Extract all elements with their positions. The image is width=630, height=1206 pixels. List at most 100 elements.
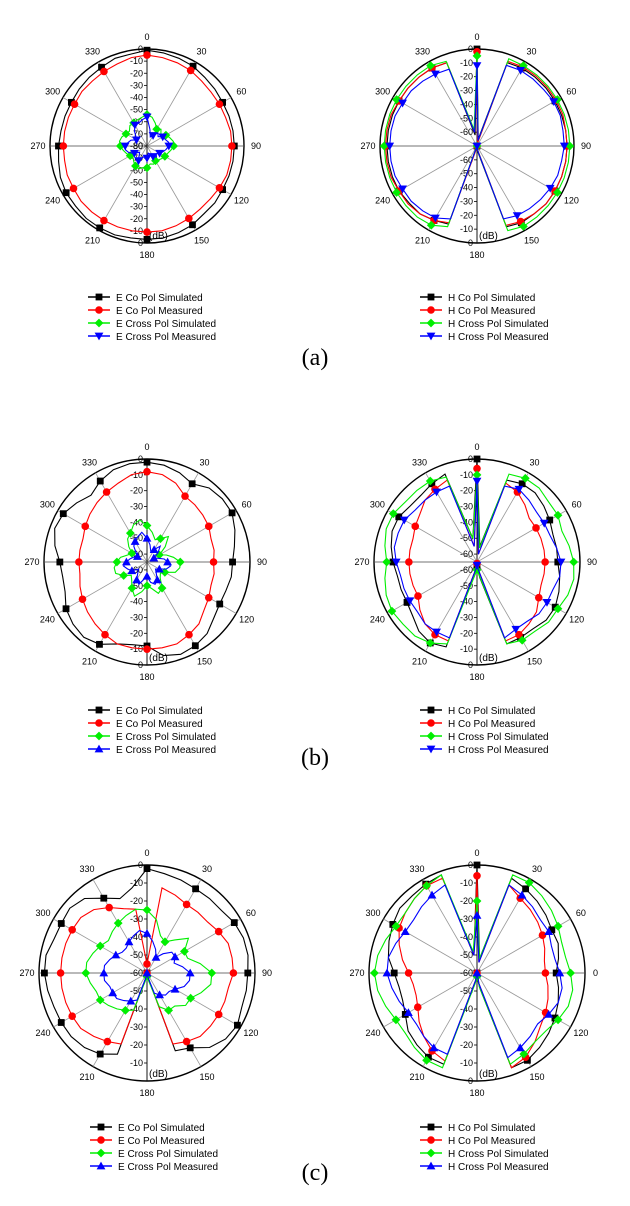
legend-swatch-marker	[426, 332, 436, 341]
angle-label: 210	[82, 657, 97, 667]
series-e-cross-pol-measured	[122, 531, 172, 586]
data-point	[115, 141, 125, 151]
data-point	[214, 1010, 223, 1019]
spoke-line	[392, 145, 478, 195]
legend-entry: H Cross Pol Measured	[448, 745, 549, 756]
data-point	[124, 937, 134, 946]
data-point	[69, 184, 78, 193]
data-point	[68, 926, 76, 934]
legend-swatch-marker	[426, 318, 436, 328]
data-point	[534, 593, 543, 602]
data-point	[57, 920, 65, 927]
angle-label: 270	[19, 968, 34, 978]
data-point	[472, 142, 482, 151]
radial-tick-label: -30	[130, 502, 143, 512]
data-point	[55, 142, 62, 150]
radial-tick-label: -60	[460, 127, 473, 137]
data-point	[191, 642, 199, 650]
data-point	[519, 222, 528, 231]
legend: E Co Pol Simulated E Co Pol Measured E Cro…	[90, 1123, 218, 1173]
angle-label: 60	[566, 87, 576, 97]
radial-tick-label: -50	[130, 986, 143, 996]
data-point	[473, 872, 481, 880]
data-point	[96, 1050, 104, 1058]
angle-label: 0	[474, 848, 479, 858]
data-point	[108, 988, 118, 997]
data-point	[518, 480, 526, 488]
radial-tick-label: -10	[460, 224, 473, 234]
polar-chart-c-h: 0-10-20-30-40-50-600-10-20-30-40-50(dB)0…	[349, 848, 598, 1098]
data-point	[155, 149, 165, 158]
angle-label: 180	[139, 672, 154, 682]
radial-tick-label: -50	[130, 105, 143, 115]
data-point	[214, 927, 223, 936]
data-point	[181, 492, 189, 500]
radial-tick-label: -30	[460, 612, 473, 622]
angle-label: 60	[242, 500, 252, 510]
data-point	[160, 151, 170, 161]
data-point	[95, 941, 105, 951]
data-point	[81, 522, 90, 531]
data-point	[142, 521, 152, 530]
angle-label: 30	[199, 457, 209, 467]
data-point	[432, 628, 441, 637]
radial-tick-label: -60	[130, 968, 143, 978]
angle-label: 60	[572, 500, 582, 510]
radial-tick-label: -10	[130, 1058, 143, 1068]
legend-entry: E Cross Pol Measured	[118, 1162, 218, 1173]
data-point	[120, 142, 130, 151]
data-point	[545, 184, 555, 193]
data-point	[405, 597, 415, 606]
data-point	[204, 522, 213, 531]
data-point	[62, 605, 70, 613]
data-point	[514, 485, 524, 494]
legend-entry: E Co Pol Measured	[116, 719, 203, 730]
data-point	[185, 968, 195, 977]
data-point	[538, 931, 547, 939]
legend-entry: E Cross Pol Simulated	[116, 319, 216, 330]
data-point	[125, 528, 135, 538]
unit-label: (dB)	[479, 1069, 498, 1080]
radial-tick-label: -40	[130, 190, 143, 200]
data-point	[472, 561, 482, 570]
data-point	[151, 953, 161, 961]
data-point	[149, 553, 159, 562]
radial-tick-label: -30	[460, 502, 473, 512]
angle-label: 180	[469, 1088, 484, 1098]
data-point	[541, 558, 549, 566]
angle-label: 150	[194, 235, 209, 245]
series-h-cross-pol-simulated	[370, 874, 575, 1069]
radial-tick-label: -20	[130, 628, 143, 638]
data-point	[391, 921, 401, 931]
data-point	[398, 185, 407, 194]
angle-label: 330	[82, 457, 97, 467]
radial-tick-label: -40	[130, 932, 143, 942]
data-point	[96, 640, 103, 648]
radial-tick-label: 0	[138, 44, 143, 54]
data-point	[425, 638, 435, 648]
data-point	[512, 212, 522, 221]
legend-swatch-marker	[95, 293, 103, 301]
data-point	[422, 881, 431, 891]
legend: E Co Pol Simulated E Co Pol Measured E Cro…	[88, 293, 216, 343]
angle-label: 270	[354, 557, 369, 567]
data-point	[160, 567, 170, 577]
angle-label: 90	[257, 557, 267, 567]
radial-tick-label: -50	[130, 581, 143, 591]
angle-label: 90	[251, 141, 261, 151]
data-point	[169, 141, 179, 151]
data-point	[204, 593, 213, 602]
angle-label: 90	[262, 968, 272, 978]
angle-label: 120	[569, 615, 584, 625]
legend-swatch-marker	[95, 306, 103, 314]
radial-tick-label: 0	[468, 238, 473, 248]
radial-tick-label: 0	[468, 1076, 473, 1086]
data-point	[426, 220, 436, 230]
radial-tick-label: 0	[138, 454, 143, 464]
data-point	[186, 66, 195, 75]
legend-swatch-marker	[97, 1123, 105, 1131]
data-point	[129, 149, 139, 158]
radial-tick-label: -20	[130, 1040, 143, 1050]
data-point	[544, 927, 554, 935]
